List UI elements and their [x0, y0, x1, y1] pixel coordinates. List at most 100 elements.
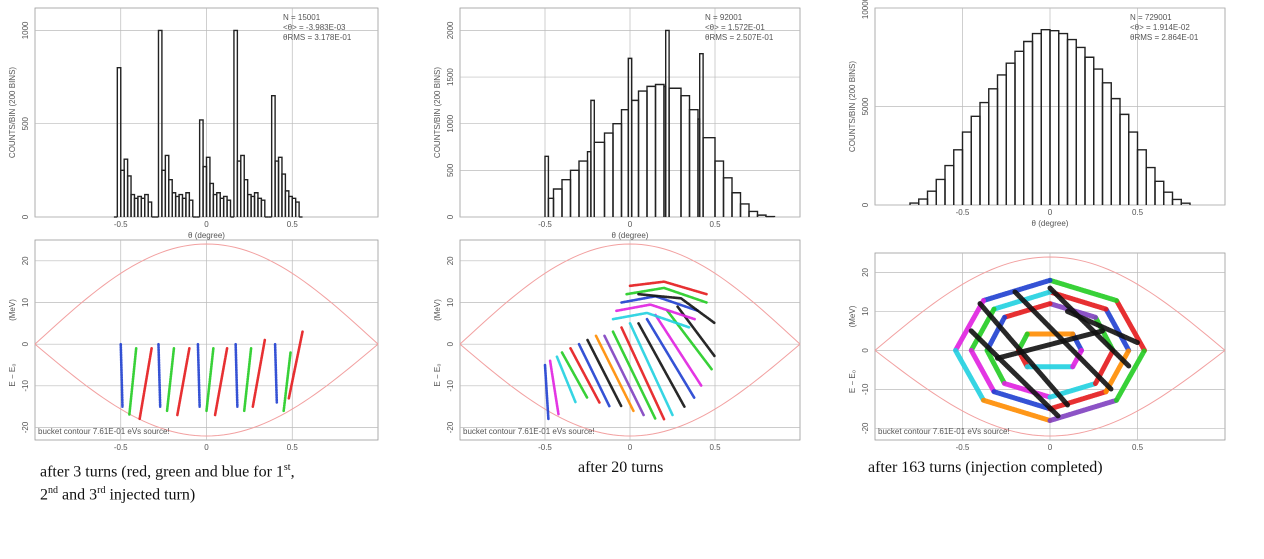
caption-text: rd — [97, 485, 106, 497]
histogram-bin — [1040, 28, 1051, 205]
stats-text: θRMS = 3.178E-01 — [283, 33, 352, 42]
histogram-bin — [1163, 191, 1174, 205]
particle-streak — [968, 347, 997, 395]
histogram-bin — [1075, 46, 1086, 205]
histogram-bin — [552, 188, 563, 217]
histogram-bin — [979, 101, 990, 205]
histogram-bin — [668, 87, 682, 217]
y-tick-label: 0 — [861, 202, 870, 207]
particle-streak — [287, 330, 304, 400]
histogram-bin — [569, 169, 580, 217]
stats-text: θRMS = 2.864E-01 — [1130, 33, 1199, 42]
particle-streak — [1002, 301, 1053, 320]
y-tick-label: 0 — [446, 341, 455, 346]
stats-text: <θ> = 1.914E-02 — [1130, 23, 1190, 32]
particle-streak — [984, 314, 1007, 353]
histogram-bin — [699, 53, 704, 217]
bucket-contour — [459, 343, 801, 437]
histogram-bin — [270, 95, 276, 217]
caption-text: and 3 — [58, 486, 98, 504]
particle-streak — [273, 342, 279, 404]
particle-streak — [560, 351, 589, 400]
histogram-bin — [1049, 29, 1060, 205]
x-tick-label: 0.5 — [287, 443, 299, 450]
histogram-bin — [1014, 50, 1025, 205]
caption-text: after 3 turns (red, green and blue for 1 — [40, 463, 284, 481]
histogram-bin — [702, 136, 716, 217]
particle-streak — [555, 355, 577, 404]
stats-text: <θ> = -3.983E-03 — [283, 23, 346, 32]
particle-streak — [991, 389, 1053, 412]
y-tick-label: -20 — [861, 422, 870, 434]
x-tick-label: 0 — [628, 220, 633, 229]
histogram-bin — [260, 199, 266, 217]
bucket-contour — [34, 343, 379, 437]
histogram-bin — [157, 29, 163, 217]
particle-streak — [548, 359, 560, 417]
caption-text: , 2 — [40, 463, 295, 504]
histogram-bin — [748, 210, 759, 217]
y-tick-label: 0 — [21, 341, 30, 346]
particle-streak — [1103, 306, 1132, 353]
histogram-bin — [294, 201, 300, 217]
particle-streak — [213, 347, 229, 417]
x-tick-label: -0.5 — [956, 208, 970, 217]
histogram-bin — [961, 131, 972, 205]
histogram-bin — [680, 95, 691, 217]
y-axis-unit: (MeV) — [848, 305, 857, 327]
x-tick-label: -0.5 — [538, 443, 552, 450]
histogram-bin — [116, 67, 122, 217]
histogram-bin — [637, 90, 648, 217]
histogram-bin — [561, 178, 572, 217]
particle-streak — [1002, 381, 1053, 400]
y-tick-label: 1000 — [21, 21, 30, 39]
histogram-bin — [944, 164, 955, 205]
particle-streak — [251, 338, 267, 408]
y-tick-label: 20 — [861, 267, 870, 276]
histogram-bin — [918, 198, 929, 205]
caption-text: injected turn) — [105, 486, 196, 504]
particle-streak — [1114, 298, 1147, 353]
histogram-bin — [935, 178, 946, 205]
histogram-bin — [1128, 131, 1139, 205]
y-tick-label: 10000 — [861, 0, 870, 19]
particle-streak — [119, 342, 124, 408]
note: bucket contour 7.61E-01 eVs source! — [38, 427, 170, 436]
histogram-bin — [1180, 202, 1191, 205]
histogram-bin — [1171, 198, 1182, 205]
histogram-bin — [1084, 56, 1095, 205]
histogram-bin — [544, 155, 550, 217]
caption-text: st — [283, 462, 291, 473]
stats-text: N = 15001 — [283, 13, 321, 22]
y-tick-label: -10 — [446, 380, 455, 392]
y-axis-label: E − E₀ — [8, 363, 17, 386]
y-tick-label: 5000 — [861, 97, 870, 115]
histogram-bin — [1136, 149, 1147, 205]
particle-streak — [234, 342, 239, 408]
bucket-contour — [459, 243, 801, 345]
note: bucket contour 7.61E-01 eVs source! — [878, 427, 1010, 436]
particle-streak — [1114, 347, 1147, 403]
particle-streak — [628, 322, 674, 417]
bucket-contour — [874, 349, 1226, 437]
particle-streak — [165, 347, 176, 413]
histogram-bin — [654, 83, 665, 217]
x-tick-label: 0.5 — [287, 220, 299, 229]
particle-streak — [611, 330, 657, 421]
y-tick-label: 10 — [21, 298, 30, 307]
particle-streak — [1070, 347, 1084, 370]
caption-text: after 163 turns (injection completed) — [868, 459, 1103, 476]
y-axis-label: COUNTS/BIN (200 BINS) — [433, 67, 442, 158]
particle-streak — [628, 280, 708, 296]
stats-text: N = 729001 — [1130, 13, 1172, 22]
histogram-bin — [1031, 32, 1042, 205]
histogram-bin — [547, 197, 555, 217]
histogram-bin — [1145, 166, 1156, 205]
caption: after 20 turns — [578, 458, 663, 477]
particle-streak — [1047, 397, 1119, 424]
histogram-bin — [1023, 40, 1034, 205]
histogram-bin — [1101, 82, 1112, 205]
y-tick-label: 0 — [446, 214, 455, 219]
